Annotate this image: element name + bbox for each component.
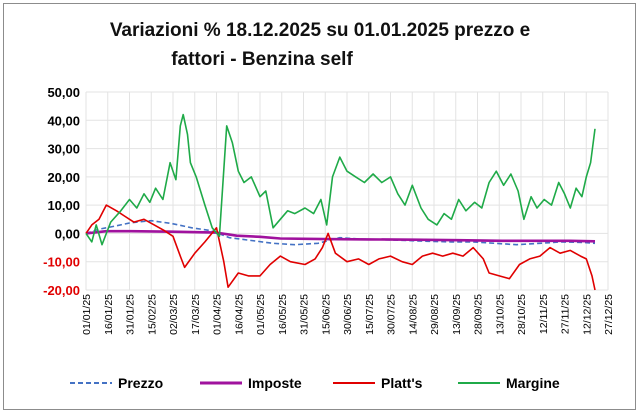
y-tick-label: 20,00: [47, 170, 80, 185]
x-tick-label: 14/08/25: [407, 294, 419, 335]
series-line-platts: [85, 204, 596, 291]
x-tick-label: 01/05/25: [255, 294, 267, 335]
legend: Prezzo Imposte Platt's Margine: [70, 375, 560, 391]
x-tick-label: 28/10/25: [516, 294, 528, 335]
y-tick-label: 40,00: [47, 113, 80, 128]
y-tick-label: -20,00: [43, 283, 80, 298]
chart-title: Variazioni % 18.12.2025 su 01.01.2025 pr…: [110, 20, 530, 70]
chart-title-line-1: Variazioni % 18.12.2025 su 01.01.2025 pr…: [110, 20, 530, 41]
x-tick-label: 02/03/25: [168, 294, 180, 335]
x-tick-label: 15/07/25: [364, 294, 376, 335]
x-tick-label: 27/12/25: [603, 294, 615, 335]
legend-label: Imposte: [248, 375, 302, 391]
y-tick-label: 30,00: [47, 142, 80, 157]
x-tick-label: 28/09/25: [473, 294, 485, 335]
y-tick-label: 0,00: [55, 226, 80, 241]
x-tick-label: 16/01/25: [103, 294, 115, 335]
x-tick-label: 29/08/25: [429, 294, 441, 335]
x-tick-label: 16/05/25: [277, 294, 289, 335]
x-tick-label: 01/04/25: [212, 294, 224, 335]
x-tick-label: 12/12/25: [581, 294, 593, 335]
x-tick-label: 30/07/25: [386, 294, 398, 335]
series-line-margine: [85, 113, 596, 246]
x-tick-label: 13/09/25: [451, 294, 463, 335]
series-lines: [85, 113, 596, 291]
gridlines: [85, 91, 609, 291]
x-tick-label: 16/04/25: [233, 294, 245, 335]
x-tick-label: 31/01/25: [125, 294, 137, 335]
y-tick-label: 50,00: [47, 85, 80, 100]
x-tick-label: 01/01/25: [81, 294, 93, 335]
legend-label: Margine: [506, 375, 560, 391]
x-tick-label: 15/06/25: [320, 294, 332, 335]
y-tick-label: 10,00: [47, 198, 80, 213]
x-tick-label: 31/05/25: [299, 294, 311, 335]
series-line-imposte: [85, 229, 596, 243]
chart-title-line-2: fattori - Benzina self: [171, 49, 353, 70]
x-tick-label: 17/03/25: [190, 294, 202, 335]
y-axis: 50,00 40,00 30,00 20,00 10,00 0,00 -10,00 -20,0…: [43, 85, 80, 298]
x-tick-label: 15/02/25: [146, 294, 158, 335]
x-tick-label: 27/11/25: [560, 294, 572, 334]
x-tick-label: 30/06/25: [342, 294, 354, 335]
legend-label: Prezzo: [118, 375, 163, 391]
y-tick-label: -10,00: [43, 255, 80, 270]
x-tick-label: 12/11/25: [538, 294, 550, 334]
legend-label: Platt's: [381, 375, 423, 391]
x-tick-label: 13/10/25: [494, 294, 506, 335]
x-axis: 01/01/25 16/01/25 31/01/25 15/02/25 02/03/25…: [81, 294, 615, 335]
